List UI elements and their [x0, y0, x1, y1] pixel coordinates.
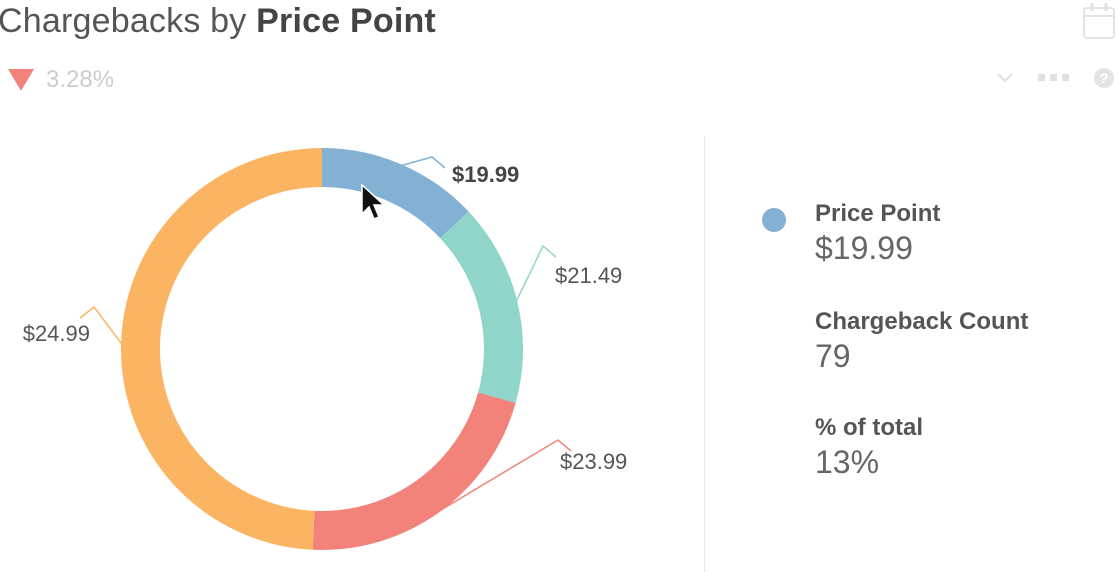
series-color-dot: [762, 208, 786, 232]
detail-label: Chargeback Count: [815, 308, 1029, 335]
down-triangle-icon: [8, 69, 34, 91]
detail-label: % of total: [815, 414, 923, 441]
chevron-down-icon[interactable]: [996, 72, 1014, 84]
slice-leader-line: [401, 156, 446, 169]
change-percent: 3.28%: [46, 66, 115, 93]
slice-leader-line: [79, 305, 123, 345]
detail-value: 79: [815, 338, 851, 374]
donut-slice[interactable]: [120, 148, 322, 550]
detail-value: $19.99: [815, 230, 913, 266]
change-indicator: 3.28%: [8, 66, 114, 94]
donut-slice[interactable]: [312, 392, 516, 550]
title-prefix: Chargebacks by: [0, 2, 247, 40]
detail-percent-total: % of total 13%: [815, 414, 923, 481]
detail-chargeback-count: Chargeback Count 79: [815, 308, 1028, 375]
detail-price-point: Price Point $19.99: [815, 200, 940, 267]
slice-label: $21.49: [555, 263, 622, 288]
calendar-icon[interactable]: [1082, 2, 1116, 45]
mouse-cursor-icon: [361, 183, 387, 231]
donut-slice[interactable]: [322, 148, 469, 239]
slice-label: $23.99: [560, 449, 627, 474]
detail-label: Price Point: [815, 200, 941, 227]
slice-label: $19.99: [452, 162, 519, 187]
donut-slice[interactable]: [440, 211, 524, 403]
more-icon[interactable]: [1038, 74, 1070, 82]
slice-leader-line: [515, 244, 557, 302]
title-strong: Price Point: [256, 2, 436, 40]
slice-leader-line: [438, 439, 572, 512]
toolbar: ?: [972, 68, 1114, 88]
help-icon[interactable]: ?: [1094, 68, 1114, 88]
chart-title: Chargebacks by Price Point: [0, 2, 436, 41]
slice-label: $24.99: [23, 321, 90, 346]
donut-chart: $19.99 $21.49 $23.99 $24.99: [23, 148, 627, 550]
detail-value: 13%: [815, 444, 880, 480]
divider: [704, 136, 705, 572]
svg-text:?: ?: [1100, 70, 1109, 86]
